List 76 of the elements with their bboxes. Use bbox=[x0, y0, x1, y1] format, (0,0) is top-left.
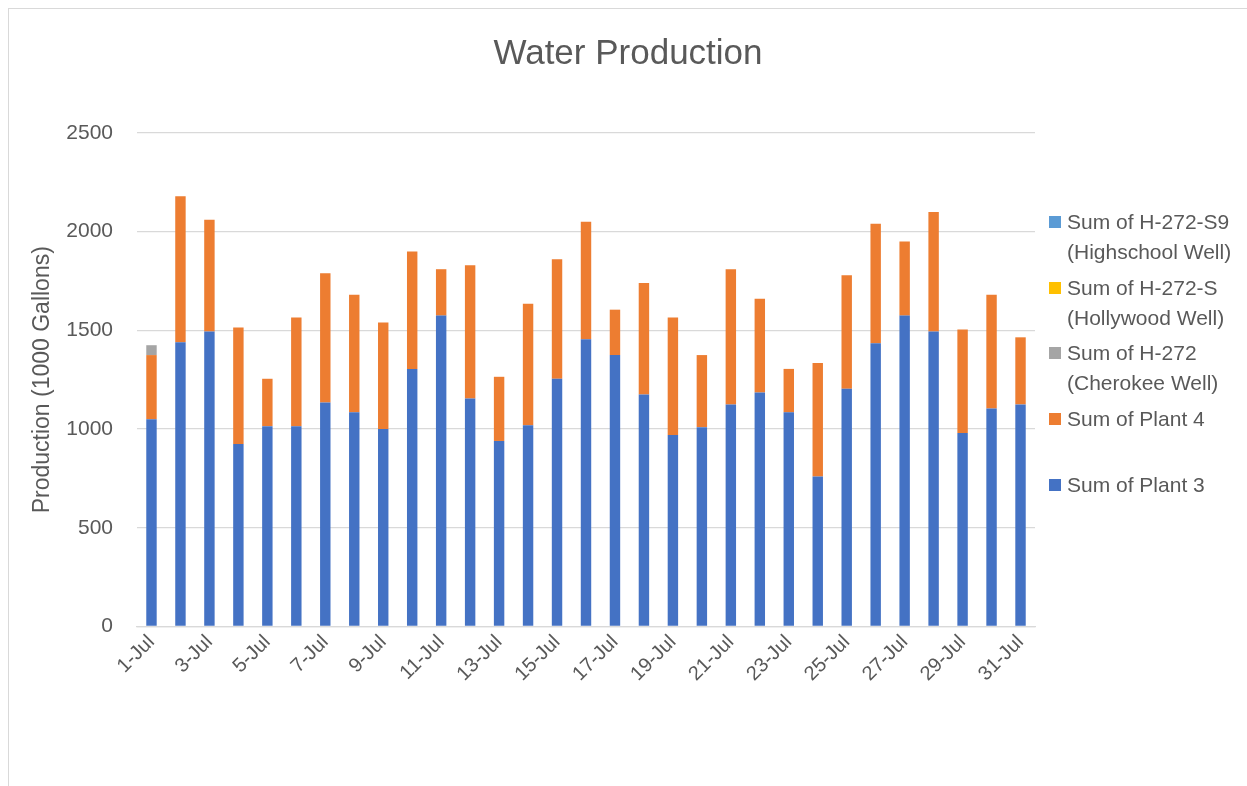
bar bbox=[609, 355, 621, 626]
bar bbox=[580, 339, 592, 626]
bar bbox=[841, 275, 852, 389]
legend-label: Sum of H-272-S (Hollywood Well) bbox=[1067, 274, 1226, 331]
bar bbox=[406, 251, 418, 369]
y-tick-label: 0 bbox=[101, 613, 113, 637]
chart-title: Water Production bbox=[492, 31, 764, 73]
bar bbox=[696, 355, 708, 428]
legend-label: Sum of H-272 (Cherokee Well) bbox=[1067, 340, 1220, 397]
bar bbox=[435, 315, 447, 626]
y-tick-label: 1500 bbox=[66, 317, 113, 341]
bar bbox=[1015, 404, 1026, 626]
bar bbox=[349, 412, 360, 626]
bar bbox=[378, 429, 389, 626]
bar bbox=[291, 317, 302, 427]
bar bbox=[146, 419, 157, 626]
bar bbox=[522, 303, 534, 426]
bar bbox=[841, 388, 852, 626]
bar bbox=[725, 269, 737, 405]
legend-label: Sum of Plant 4 bbox=[1067, 406, 1206, 433]
bar bbox=[870, 223, 881, 344]
bar bbox=[464, 398, 476, 626]
bar bbox=[783, 368, 794, 413]
bar bbox=[146, 345, 157, 356]
bar bbox=[493, 376, 505, 441]
bar bbox=[378, 322, 389, 430]
bar bbox=[783, 412, 794, 626]
bar bbox=[262, 378, 273, 427]
bar bbox=[435, 269, 447, 316]
bar bbox=[233, 443, 244, 626]
bar bbox=[291, 426, 302, 626]
bar bbox=[754, 298, 766, 393]
bar bbox=[146, 355, 157, 420]
bar bbox=[986, 294, 997, 409]
bar bbox=[957, 433, 968, 626]
bar bbox=[349, 294, 360, 413]
y-tick-label: 2000 bbox=[66, 218, 113, 242]
bar bbox=[812, 362, 823, 477]
y-axis-title: Production (1000 Gallons) bbox=[28, 246, 55, 514]
bar bbox=[754, 392, 766, 626]
bar bbox=[320, 402, 331, 626]
bar bbox=[638, 394, 650, 626]
bar bbox=[493, 440, 505, 626]
bar bbox=[667, 435, 679, 626]
y-tick-label: 1000 bbox=[66, 415, 113, 439]
bar bbox=[551, 259, 563, 379]
legend-label: Sum of Plant 3 bbox=[1067, 471, 1206, 498]
bar bbox=[812, 476, 823, 626]
bar bbox=[667, 317, 679, 436]
bar bbox=[725, 404, 737, 626]
bar bbox=[175, 196, 186, 343]
bar bbox=[986, 408, 997, 626]
bar bbox=[204, 331, 215, 626]
bar bbox=[899, 315, 910, 626]
bar bbox=[870, 343, 881, 626]
bar bbox=[262, 426, 273, 626]
bar bbox=[609, 309, 621, 356]
bar bbox=[233, 327, 244, 444]
bar bbox=[175, 342, 186, 626]
legend-label: Sum of H-272-S9 (Highschool Well) bbox=[1067, 209, 1233, 265]
bar bbox=[1015, 337, 1026, 405]
bar bbox=[638, 283, 650, 395]
bar bbox=[899, 241, 910, 316]
y-tick-label: 500 bbox=[77, 514, 113, 538]
bar bbox=[464, 265, 476, 399]
bar bbox=[406, 368, 418, 626]
bar bbox=[522, 425, 534, 626]
bar bbox=[551, 378, 563, 626]
bar bbox=[204, 219, 215, 332]
bar bbox=[928, 331, 939, 626]
y-tick-label: 2500 bbox=[66, 119, 113, 143]
bar bbox=[928, 211, 939, 332]
bar bbox=[957, 329, 968, 434]
bar bbox=[580, 221, 592, 340]
bar bbox=[696, 427, 708, 626]
bar bbox=[320, 273, 331, 403]
